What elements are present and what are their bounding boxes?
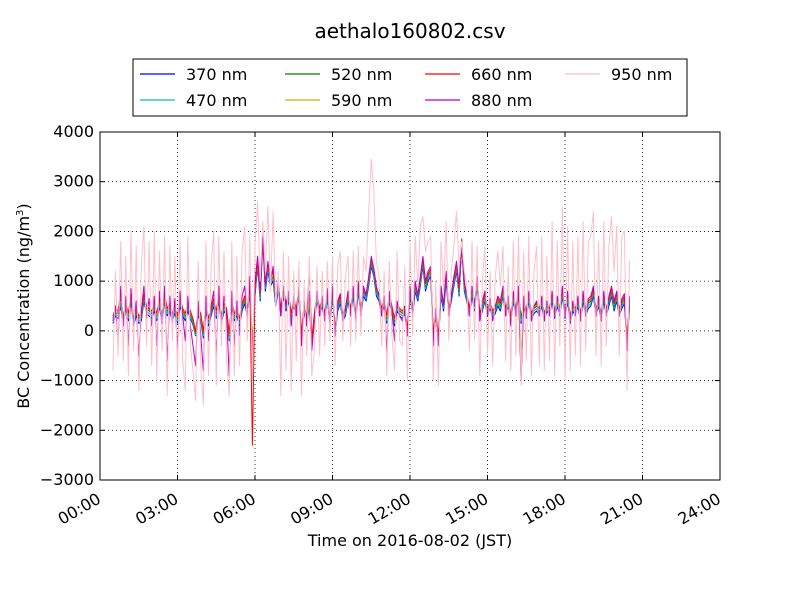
legend-entry: 660 nm: [425, 65, 532, 84]
legend-box: [132, 58, 688, 117]
plot-area: [99, 131, 721, 481]
x-tick-label: 18:00: [520, 489, 569, 529]
legend-label: 520 nm: [331, 65, 392, 84]
x-tick-label: 06:00: [210, 489, 259, 529]
x-tick-label: 24:00: [675, 489, 724, 529]
x-tick-label: 15:00: [442, 489, 491, 529]
y-axis-label: BC Concentration (ng/m3): [14, 203, 33, 408]
y-tick-label: −3000: [40, 470, 94, 489]
legend-label: 950 nm: [611, 65, 672, 84]
y-tick-label: 3000: [53, 172, 94, 191]
legend-entry: 370 nm: [140, 65, 247, 84]
y-tick-label: −2000: [40, 420, 94, 439]
y-axis-label-close: ): [14, 203, 33, 209]
y-axis-label-sup: 3: [15, 210, 26, 216]
x-tick-label: 00:00: [55, 489, 104, 529]
legend-label: 470 nm: [186, 91, 247, 110]
y-tick-label: −1000: [40, 371, 94, 390]
plot-background: [100, 132, 720, 480]
y-tick-label: 2000: [53, 221, 94, 240]
y-axis-label-main: BC Concentration (ng/m: [14, 216, 33, 409]
x-tick-label: 12:00: [365, 489, 414, 529]
x-tick-label: 21:00: [597, 489, 646, 529]
legend-entry: 880 nm: [425, 91, 532, 110]
x-tick-label: 09:00: [287, 489, 336, 529]
legend: 370 nm 470 nm 520 nm 590 nm 660 nm 880 nm 950 …: [132, 58, 688, 117]
legend-label: 370 nm: [186, 65, 247, 84]
legend-entry: 950 nm: [565, 65, 672, 84]
series-lines: [112, 158, 631, 446]
legend-entry: 470 nm: [140, 91, 247, 110]
plot-frame: [99, 131, 721, 481]
legend-label: 880 nm: [471, 91, 532, 110]
legend-label: 660 nm: [471, 65, 532, 84]
y-tick-label: 4000: [53, 122, 94, 141]
legend-entry: 590 nm: [285, 91, 392, 110]
legend-label: 590 nm: [331, 91, 392, 110]
y-tick-label: 1000: [53, 271, 94, 290]
chart-title: aethalo160802.csv: [314, 19, 505, 43]
y-tick-label: 0: [84, 321, 94, 340]
series-line-950-nm: [112, 158, 631, 406]
x-axis-label: Time on 2016-08-02 (JST): [307, 531, 512, 550]
legend-entry: 520 nm: [285, 65, 392, 84]
x-tick-label: 03:00: [132, 489, 181, 529]
